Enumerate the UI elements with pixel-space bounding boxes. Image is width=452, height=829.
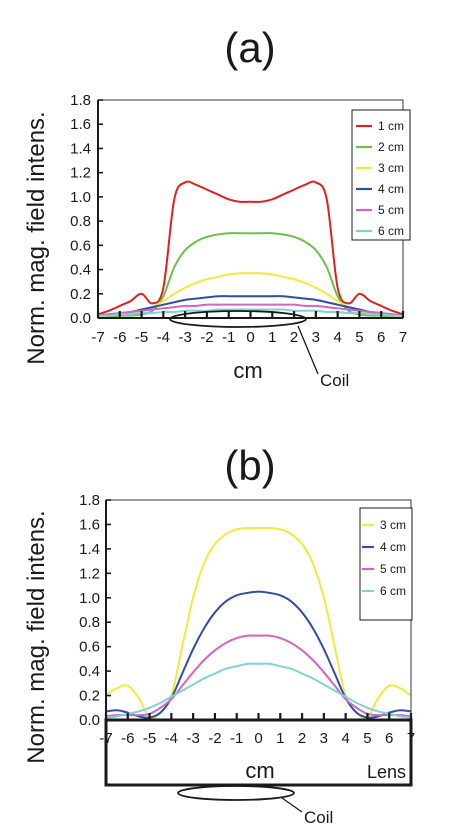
x-tick-label-a: -3 xyxy=(178,329,191,346)
x-tick-label-a: 6 xyxy=(377,329,385,346)
y-tick-label-b: 0.4 xyxy=(79,663,100,680)
legend-label-a: 6 cm xyxy=(378,224,404,238)
series-line-b-5cm xyxy=(105,634,412,718)
panel-b-label: (b) xyxy=(224,442,275,489)
coil-pointer-b xyxy=(281,797,303,813)
coil-label-b: Coil xyxy=(304,808,333,827)
panel-b-y-axis-label: Norm. mag. field intens. xyxy=(23,510,50,763)
x-tick-label-a: -1 xyxy=(222,329,235,346)
x-tick-label-a: -7 xyxy=(91,329,104,346)
legend-label-a: 5 cm xyxy=(378,203,404,217)
series-line-a-1cm xyxy=(97,180,404,316)
coil-ellipse-a xyxy=(169,310,307,328)
y-tick-label-a: 1.0 xyxy=(70,189,91,206)
y-tick-label-b: 1.6 xyxy=(79,516,100,533)
x-tick-label-a: 2 xyxy=(290,329,298,346)
y-tick-label-a: 1.4 xyxy=(70,140,91,157)
x-tick-label-a: -2 xyxy=(200,329,213,346)
series-line-a-6cm xyxy=(97,308,404,317)
legend-a: 1 cm 2 cm 3 cm 4 cm 5 cm 6 cm xyxy=(351,109,411,241)
x-tick-label-b: -6 xyxy=(121,730,134,747)
x-tick-label-b: 4 xyxy=(341,730,349,747)
y-tick-label-b: 0.8 xyxy=(79,614,100,631)
legend-label-a: 1 cm xyxy=(378,119,404,133)
x-tick-label-b: -7 xyxy=(99,730,112,747)
legend-label-b: 6 cm xyxy=(380,584,406,598)
x-tick-label-a: 3 xyxy=(312,329,320,346)
lens-label: Lens xyxy=(367,762,406,782)
legend-box-a xyxy=(351,109,411,241)
coil-ellipse-b xyxy=(177,785,295,801)
legend-label-b: 3 cm xyxy=(380,518,406,532)
x-tick-label-a: -4 xyxy=(157,329,170,346)
legend-box-b xyxy=(359,507,413,621)
x-tick-label-b: 5 xyxy=(363,730,371,747)
y-tick-label-a: 0.2 xyxy=(70,286,91,303)
legend-label-a: 3 cm xyxy=(378,161,404,175)
x-tick-label-a: -5 xyxy=(135,329,148,346)
y-tick-label-a: 0.0 xyxy=(70,310,91,327)
x-tick-label-a: 4 xyxy=(333,329,341,346)
y-tick-label-b: 1.8 xyxy=(79,492,100,509)
x-tick-label-a: 1 xyxy=(268,329,276,346)
y-tick-label-a: 0.8 xyxy=(70,213,91,230)
y-tick-label-a: 1.8 xyxy=(70,92,91,109)
x-tick-label-b: -3 xyxy=(186,730,199,747)
x-ticks-b xyxy=(104,713,413,720)
panel-a: (a) Norm. mag. field intens. 0.00.20.40.… xyxy=(23,24,411,390)
series-line-a-5cm xyxy=(97,303,404,317)
series-group-a xyxy=(97,180,404,318)
series-group-b xyxy=(105,527,412,720)
x-tick-labels-b: -7 -6 -5 -4 -3 -2 -1 0 1 2 3 4 5 6 7 xyxy=(99,730,415,747)
series-line-b-6cm xyxy=(105,662,412,719)
x-tick-label-b: 7 xyxy=(407,730,415,747)
x-tick-label-b: 1 xyxy=(276,730,284,747)
y-tick-label-a: 1.6 xyxy=(70,116,91,133)
legend-label-a: 4 cm xyxy=(378,182,404,196)
x-tick-label-a: 0 xyxy=(246,329,254,346)
y-tick-labels-b: 0.0 0.2 0.4 0.6 0.8 1.0 1.2 1.4 1.6 1.8 xyxy=(79,492,100,729)
coil-pointer-a xyxy=(297,325,319,375)
series-line-b-4cm xyxy=(105,590,412,719)
x-tick-label-b: 2 xyxy=(298,730,306,747)
y-tick-label-b: 0.2 xyxy=(79,688,100,705)
series-line-a-4cm xyxy=(97,295,404,317)
coil-label-a: Coil xyxy=(320,371,349,390)
x-tick-label-b: 6 xyxy=(385,730,393,747)
y-tick-label-b: 1.0 xyxy=(79,590,100,607)
x-tick-label-b: -2 xyxy=(208,730,221,747)
x-tick-label-b: 3 xyxy=(320,730,328,747)
y-tick-label-b: 0.0 xyxy=(79,712,100,729)
x-tick-label-b: -5 xyxy=(143,730,156,747)
y-tick-label-b: 1.2 xyxy=(79,565,100,582)
x-tick-label-b: -4 xyxy=(165,730,178,747)
panel-b-x-axis-label: cm xyxy=(245,758,274,783)
legend-b: 3 cm 4 cm 5 cm 6 cm xyxy=(359,507,413,621)
y-tick-label-a: 0.4 xyxy=(70,262,91,279)
x-tick-label-b: -1 xyxy=(230,730,243,747)
x-tick-labels-a: -7 -6 -5 -4 -3 -2 -1 0 1 2 3 4 5 6 7 xyxy=(91,329,407,346)
panel-a-label: (a) xyxy=(224,24,275,71)
x-tick-label-a: -6 xyxy=(113,329,126,346)
y-tick-label-a: 0.6 xyxy=(70,237,91,254)
y-tick-label-a: 1.2 xyxy=(70,165,91,182)
legend-label-a: 2 cm xyxy=(378,140,404,154)
x-tick-label-a: 5 xyxy=(355,329,363,346)
legend-label-b: 4 cm xyxy=(380,540,406,554)
panel-a-y-axis-label: Norm. mag. field intens. xyxy=(23,111,50,364)
y-tick-label-b: 0.6 xyxy=(79,639,100,656)
y-tick-labels-a: 0.0 0.2 0.4 0.6 0.8 1.0 1.2 1.4 1.6 1.8 xyxy=(70,92,91,327)
panel-b: (b) Norm. mag. field intens. 0.00.20.40.… xyxy=(23,442,415,827)
panel-a-x-axis-label: cm xyxy=(233,358,262,383)
y-tick-label-b: 1.4 xyxy=(79,541,100,558)
x-tick-label-a: 7 xyxy=(399,329,407,346)
x-tick-label-b: 0 xyxy=(254,730,262,747)
legend-label-b: 5 cm xyxy=(380,562,406,576)
